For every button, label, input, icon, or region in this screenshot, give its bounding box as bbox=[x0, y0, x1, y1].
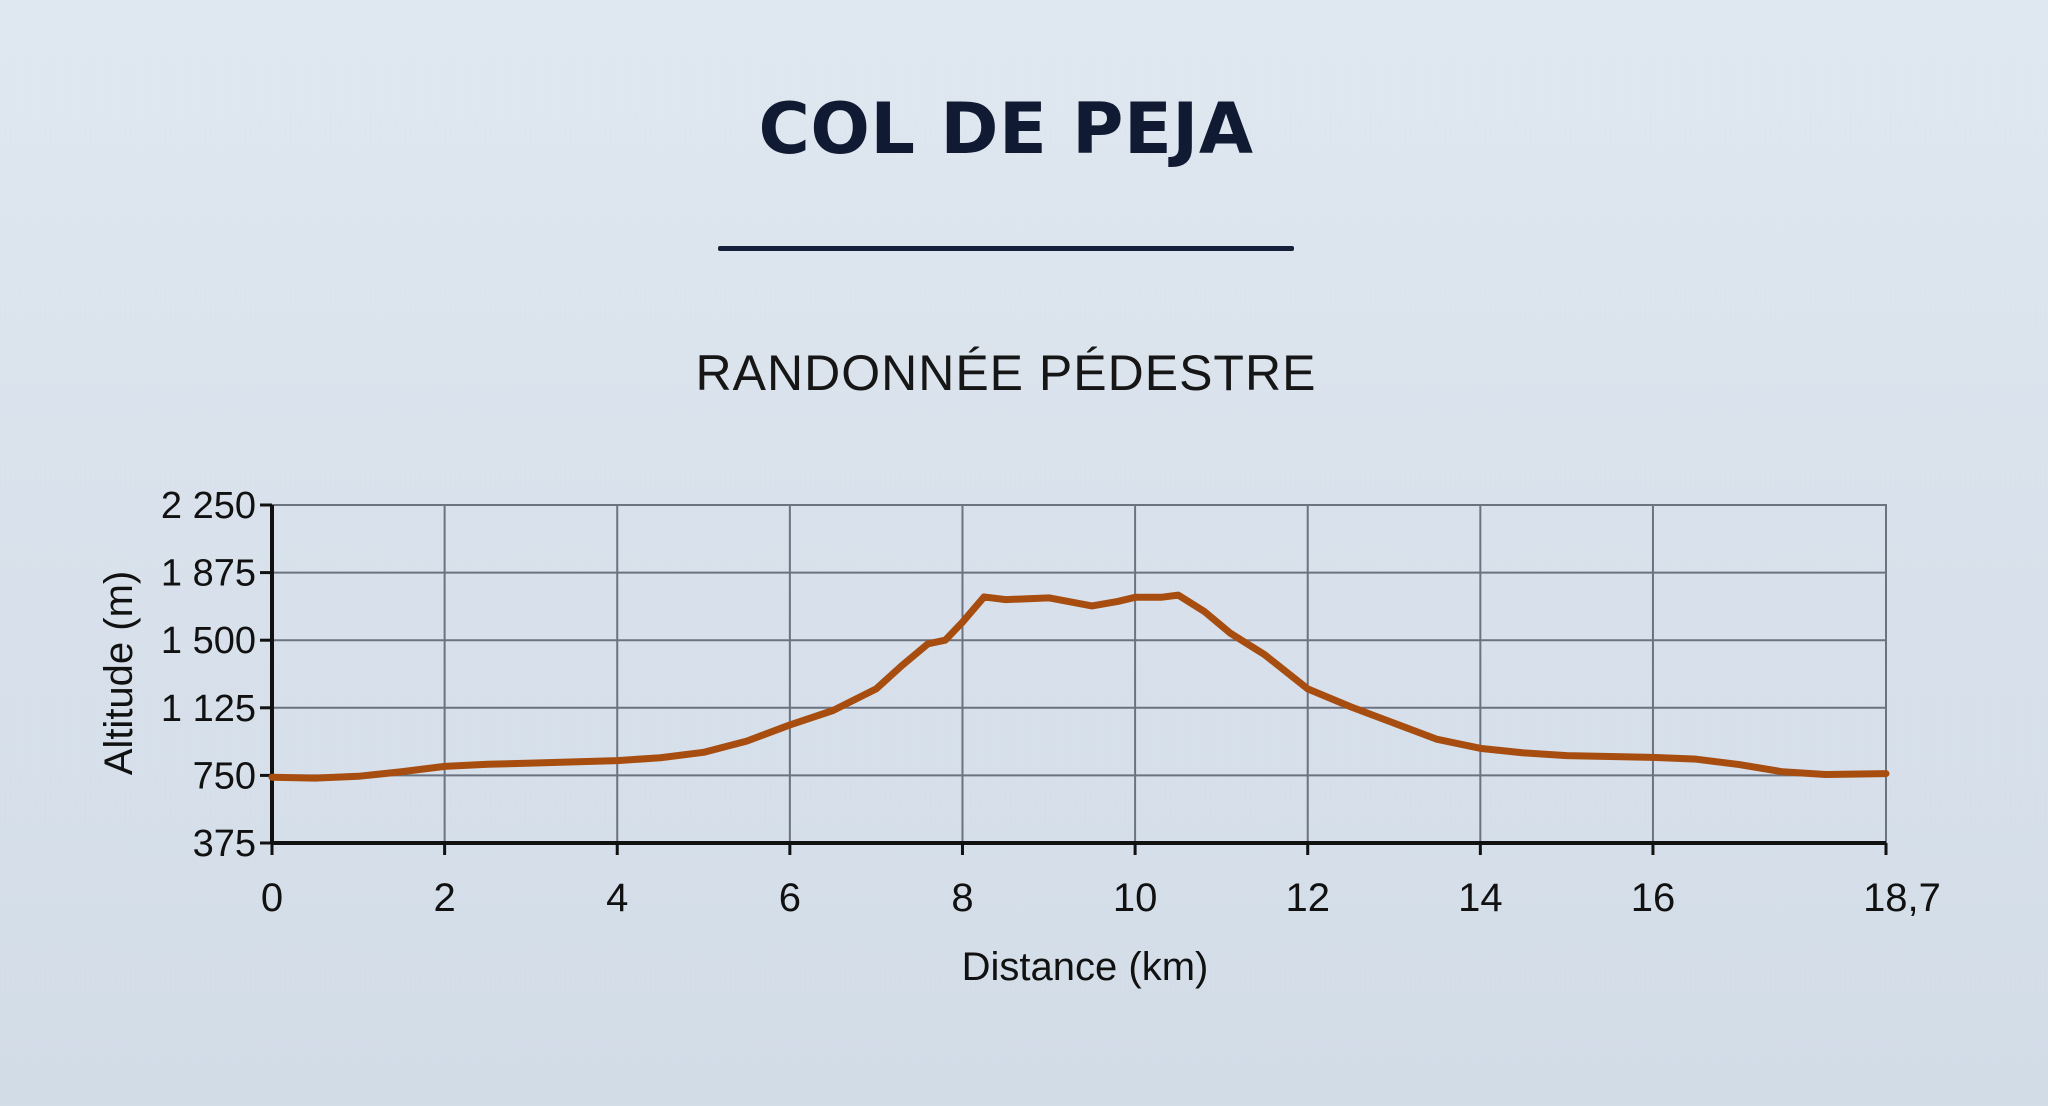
y-tick-label: 750 bbox=[193, 755, 256, 797]
y-tick-label: 2 250 bbox=[161, 485, 256, 527]
x-tick-label: 2 bbox=[433, 876, 455, 920]
label-layer: Distance (km) Altitude (m) 0 2 4 6 8 10 12 14 16… bbox=[97, 485, 1941, 989]
x-tick-label: 12 bbox=[1285, 876, 1330, 920]
y-tick-label: 375 bbox=[193, 823, 256, 865]
altitude-profile-line bbox=[268, 591, 1890, 782]
x-tick-label: 16 bbox=[1631, 876, 1676, 920]
y-axis-label: Altitude (m) bbox=[97, 571, 141, 776]
x-axis-label: Distance (km) bbox=[962, 945, 1209, 989]
chart-subtitle: RANDONNÉE PÉDESTRE bbox=[695, 345, 1317, 401]
y-tick-label: 1 500 bbox=[161, 620, 256, 662]
y-tick-label: 1 875 bbox=[161, 553, 256, 595]
grid-layer bbox=[271, 504, 1887, 844]
x-tick-label: 8 bbox=[951, 876, 973, 920]
title-underline bbox=[718, 246, 1294, 251]
x-tick-label: 18,7 bbox=[1863, 876, 1941, 920]
series-layer bbox=[268, 591, 1890, 782]
y-tick-label: 1 125 bbox=[161, 688, 256, 730]
plot-frame bbox=[271, 504, 1887, 844]
x-tick-label: 10 bbox=[1113, 876, 1158, 920]
x-tick-label: 0 bbox=[261, 876, 283, 920]
x-tick-label: 4 bbox=[606, 876, 628, 920]
x-tick-label: 6 bbox=[779, 876, 801, 920]
chart-title: COL DE PEJA bbox=[758, 88, 1254, 170]
x-tick-label: 14 bbox=[1458, 876, 1503, 920]
axis-layer bbox=[260, 503, 1888, 855]
